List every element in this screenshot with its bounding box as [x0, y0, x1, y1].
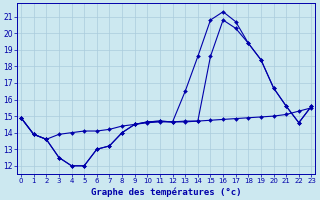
X-axis label: Graphe des températures (°c): Graphe des températures (°c)	[91, 187, 242, 197]
